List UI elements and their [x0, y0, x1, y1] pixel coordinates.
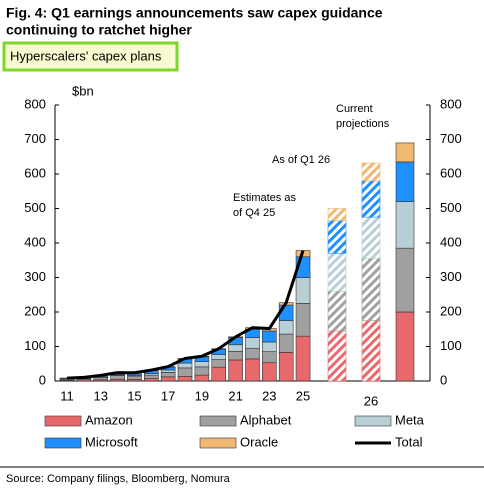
annotation: of Q4 25 [233, 207, 275, 219]
bar-segment [160, 376, 176, 382]
bar-segment [395, 247, 415, 313]
bar-segment [262, 362, 277, 382]
legend-swatch [44, 437, 82, 449]
x-tick-label: 17 [161, 388, 175, 403]
annotation: Estimates as [233, 192, 296, 204]
legend-swatch [199, 415, 237, 427]
y2-tick-label: 400 [440, 234, 462, 249]
y-tick-label: 200 [24, 303, 46, 318]
bar-segment [93, 377, 109, 381]
x-tick-label: 19 [195, 388, 209, 403]
bar-segment [361, 320, 381, 382]
bar-segment [295, 303, 311, 337]
x-tick-label: 13 [93, 388, 107, 403]
y2-tick-label: 100 [440, 338, 462, 353]
y2-tick-label: 600 [440, 165, 462, 180]
bar-segment [160, 369, 176, 373]
bar-segment [361, 162, 381, 182]
bar-segment [211, 354, 227, 360]
y2-tick-label: 500 [440, 200, 462, 215]
y-tick-label: 700 [24, 131, 46, 146]
bar-segment [295, 277, 311, 304]
legend-swatch [44, 415, 82, 427]
bar-segment [262, 330, 277, 343]
y-tick-label: 0 [39, 372, 46, 387]
bar-segment [245, 358, 260, 382]
bar-segment [160, 372, 176, 378]
legend-swatch [199, 437, 237, 449]
x-tick-label: 11 [60, 388, 74, 403]
bar-segment [228, 351, 243, 361]
bar-segment [262, 341, 277, 352]
bar-segment [327, 253, 347, 292]
chart-title: Fig. 4: Q1 earnings announcements saw ca… [6, 5, 383, 21]
legend-label: Oracle [240, 434, 278, 449]
bar-segment [177, 362, 193, 369]
bar-segment [361, 180, 381, 218]
x-tick-label: 26 [364, 393, 378, 408]
bar-segment [110, 375, 125, 380]
bar-segment [194, 366, 210, 376]
legend-label: Microsoft [85, 434, 138, 449]
bar-segment [327, 330, 347, 382]
y-tick-label: 800 [24, 96, 46, 111]
y-tick-label: 500 [24, 200, 46, 215]
y-tick-label: 600 [24, 165, 46, 180]
subtitle-box [2, 41, 179, 72]
annotation: projections [336, 118, 390, 130]
bar-segment [395, 311, 415, 382]
y-tick-label: 400 [24, 234, 46, 249]
bar-segment [194, 374, 210, 382]
annotation: As of Q1 26 [272, 154, 330, 166]
x-tick-label: 25 [296, 388, 310, 403]
y-unit: $bn [72, 83, 94, 98]
bar-segment [295, 335, 311, 382]
bar-segment [327, 290, 347, 332]
bar-segment [211, 366, 227, 382]
y-tick-label: 100 [24, 338, 46, 353]
bar-segment [144, 378, 159, 382]
bar-segment [211, 359, 227, 368]
subtitle: Hyperscalers' capex plans [10, 48, 162, 63]
legend-swatch [354, 415, 392, 427]
bar-segment [278, 352, 294, 382]
annotation: Current [336, 103, 373, 115]
bar-segment [361, 216, 381, 259]
y2-tick-label: 700 [440, 131, 462, 146]
bar-segment [177, 367, 193, 377]
y2-tick-label: 200 [440, 303, 462, 318]
bar-segment [144, 374, 159, 379]
y2-tick-label: 800 [440, 96, 462, 111]
legend-label: Meta [395, 412, 425, 427]
bar-segment [228, 344, 243, 352]
y2-tick-label: 300 [440, 269, 462, 284]
bar-segment [177, 376, 193, 382]
y2-tick-label: 0 [440, 372, 447, 387]
legend-label: Amazon [85, 412, 133, 427]
chart-title: continuing to ratchet higher [6, 22, 192, 38]
x-tick-label: 21 [228, 388, 242, 403]
bar-segment [127, 375, 142, 380]
bar-segment [194, 361, 210, 368]
total-line [66, 250, 305, 380]
bar-segment [228, 359, 243, 382]
legend-label: Total [395, 434, 423, 449]
bar-segment [361, 258, 381, 321]
y-tick-label: 300 [24, 269, 46, 284]
source: Source: Company filings, Bloomberg, Nomu… [6, 473, 231, 485]
bar-segment [262, 351, 277, 364]
bar-segment [327, 208, 347, 221]
bar-segment [395, 142, 415, 163]
x-tick-label: 23 [262, 388, 276, 403]
bar-segment [278, 320, 294, 335]
bar-segment [395, 161, 415, 202]
bar-segment [245, 337, 260, 349]
bar-segment [278, 333, 294, 353]
bar-segment [395, 201, 415, 249]
legend-label: Alphabet [240, 412, 292, 427]
bar-segment [245, 347, 260, 360]
bar-segment [327, 220, 347, 254]
x-tick-label: 15 [127, 388, 141, 403]
